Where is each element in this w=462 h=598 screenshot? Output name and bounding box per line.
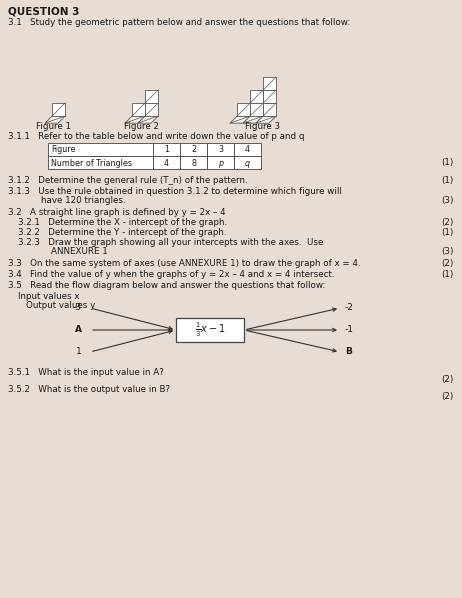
Text: (1): (1) [442, 270, 454, 279]
Text: 3.1.2   Determine the general rule (T_n) of the pattern.: 3.1.2 Determine the general rule (T_n) o… [8, 176, 248, 185]
Bar [180, 143, 207, 156]
Bar [153, 143, 180, 156]
Text: Figure 1: Figure 1 [36, 122, 71, 131]
Text: -2: -2 [345, 304, 354, 313]
Text: have 120 triangles.: have 120 triangles. [8, 196, 126, 205]
Polygon shape [45, 116, 65, 123]
Text: 3.1.3   Use the rule obtained in question 3.1.2 to determine which figure will: 3.1.3 Use the rule obtained in question … [8, 187, 342, 196]
Text: -1: -1 [345, 325, 354, 334]
Text: Figure 2: Figure 2 [124, 122, 159, 131]
Text: Figure 3: Figure 3 [245, 122, 280, 131]
Polygon shape [132, 103, 145, 116]
Text: (2): (2) [442, 218, 454, 227]
Text: 2: 2 [191, 145, 196, 154]
Text: q: q [245, 158, 250, 167]
Polygon shape [145, 103, 158, 116]
Polygon shape [256, 116, 276, 123]
Text: 3: 3 [218, 145, 223, 154]
Bar [180, 156, 207, 169]
Text: 3.5.1   What is the input value in A?: 3.5.1 What is the input value in A? [8, 368, 164, 377]
Polygon shape [263, 103, 276, 116]
Text: (3): (3) [442, 247, 454, 256]
Bar [48, 156, 153, 169]
Polygon shape [243, 116, 263, 123]
Polygon shape [230, 116, 250, 123]
Text: Output values y: Output values y [26, 301, 95, 310]
Text: QUESTION 3: QUESTION 3 [8, 6, 79, 16]
Polygon shape [237, 103, 250, 116]
Text: 4: 4 [164, 158, 169, 167]
Text: p: p [218, 158, 223, 167]
Text: Figure: Figure [51, 145, 75, 154]
Text: (1): (1) [442, 158, 454, 167]
Text: 3.2.2   Determine the Y - intercept of the graph.: 3.2.2 Determine the Y - intercept of the… [18, 228, 226, 237]
Text: 4: 4 [245, 145, 250, 154]
Text: $\frac{1}{3}x-1$: $\frac{1}{3}x-1$ [195, 321, 225, 339]
Text: 1: 1 [164, 145, 169, 154]
Bar [234, 156, 261, 169]
Text: Number of Triangles: Number of Triangles [51, 158, 132, 167]
Text: Input values x: Input values x [18, 292, 79, 301]
Bar [176, 318, 244, 342]
Text: 3.1.1   Refer to the table below and write down the value of p and q: 3.1.1 Refer to the table below and write… [8, 132, 304, 141]
Text: 1: 1 [76, 347, 82, 356]
Text: -3: -3 [73, 304, 82, 313]
Text: (1): (1) [442, 176, 454, 185]
Bar [207, 143, 234, 156]
Text: (3): (3) [442, 196, 454, 205]
Polygon shape [125, 116, 145, 123]
Polygon shape [52, 103, 65, 116]
Text: 8: 8 [191, 158, 196, 167]
Text: 3.2   A straight line graph is defined by y = 2x – 4: 3.2 A straight line graph is defined by … [8, 208, 225, 217]
Text: 3.3   On the same system of axes (use ANNEXURE 1) to draw the graph of x = 4.: 3.3 On the same system of axes (use ANNE… [8, 259, 361, 268]
Text: 3.5   Read the flow diagram below and answer the questions that follow:: 3.5 Read the flow diagram below and answ… [8, 281, 325, 290]
Text: ANNEXURE 1: ANNEXURE 1 [18, 247, 108, 256]
Bar [207, 156, 234, 169]
Text: (2): (2) [442, 259, 454, 268]
Text: (1): (1) [442, 228, 454, 237]
Polygon shape [263, 77, 276, 90]
Polygon shape [250, 103, 263, 116]
Text: (2): (2) [442, 392, 454, 401]
Bar [234, 143, 261, 156]
Text: A: A [75, 325, 82, 334]
Polygon shape [138, 116, 158, 123]
Polygon shape [263, 90, 276, 103]
Polygon shape [145, 90, 158, 103]
Text: 3.2.3   Draw the graph showing all your intercepts with the axes.  Use: 3.2.3 Draw the graph showing all your in… [18, 238, 323, 247]
Bar [48, 143, 153, 156]
Polygon shape [250, 90, 263, 103]
Text: (2): (2) [442, 375, 454, 384]
Text: B: B [345, 347, 352, 356]
Text: 3.4   Find the value of y when the graphs of y = 2x – 4 and x = 4 intersect.: 3.4 Find the value of y when the graphs … [8, 270, 334, 279]
Bar [153, 156, 180, 169]
Text: 3.5.2   What is the output value in B?: 3.5.2 What is the output value in B? [8, 385, 170, 394]
Text: 3.1   Study the geometric pattern below and answer the questions that follow:: 3.1 Study the geometric pattern below an… [8, 18, 350, 27]
Text: 3.2.1   Determine the X - intercept of the graph.: 3.2.1 Determine the X - intercept of the… [18, 218, 227, 227]
